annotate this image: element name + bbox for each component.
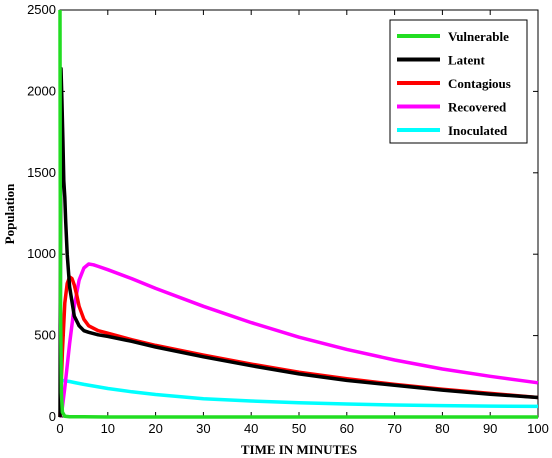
series-lines bbox=[58, 9, 539, 419]
x-tick-label: 50 bbox=[292, 421, 306, 436]
series-line-vulnerable bbox=[58, 9, 538, 419]
axis-ticks: 0 10 20 30 40 50 60 70 80 90 100050010001500200025… bbox=[27, 2, 549, 436]
x-tick-label: 40 bbox=[244, 421, 258, 436]
y-axis-title: Population bbox=[2, 183, 17, 244]
legend-label-vulnerable: Vulnerable bbox=[448, 29, 509, 44]
y-tick-label: 0 bbox=[49, 409, 56, 424]
legend-label-recovered: Recovered bbox=[448, 100, 507, 115]
x-tick-label: 70 bbox=[387, 421, 401, 436]
x-tick-label: 30 bbox=[196, 421, 210, 436]
y-tick-label: 500 bbox=[34, 328, 56, 343]
x-tick-label: 0 bbox=[56, 421, 63, 436]
x-tick-label: 20 bbox=[148, 421, 162, 436]
legend-label-latent: Latent bbox=[448, 53, 486, 68]
y-tick-label: 1000 bbox=[27, 246, 56, 261]
x-axis-title: TIME IN MINUTES bbox=[241, 442, 357, 457]
series-line-inoculated bbox=[58, 378, 539, 409]
series-line-recovered bbox=[58, 262, 539, 418]
y-tick-label: 2500 bbox=[27, 2, 56, 17]
x-tick-label: 10 bbox=[101, 421, 115, 436]
y-tick-label: 2000 bbox=[27, 83, 56, 98]
legend-label-inoculated: Inoculated bbox=[448, 123, 508, 138]
x-tick-label: 100 bbox=[527, 421, 549, 436]
series-line-latent bbox=[58, 66, 539, 418]
x-tick-label: 90 bbox=[483, 421, 497, 436]
legend-label-contagious: Contagious bbox=[448, 76, 511, 91]
legend: Vulnerable Latent Contagious Recovered Inocu… bbox=[389, 19, 528, 144]
x-tick-label: 60 bbox=[340, 421, 354, 436]
x-tick-label: 80 bbox=[435, 421, 449, 436]
y-tick-label: 1500 bbox=[27, 165, 56, 180]
